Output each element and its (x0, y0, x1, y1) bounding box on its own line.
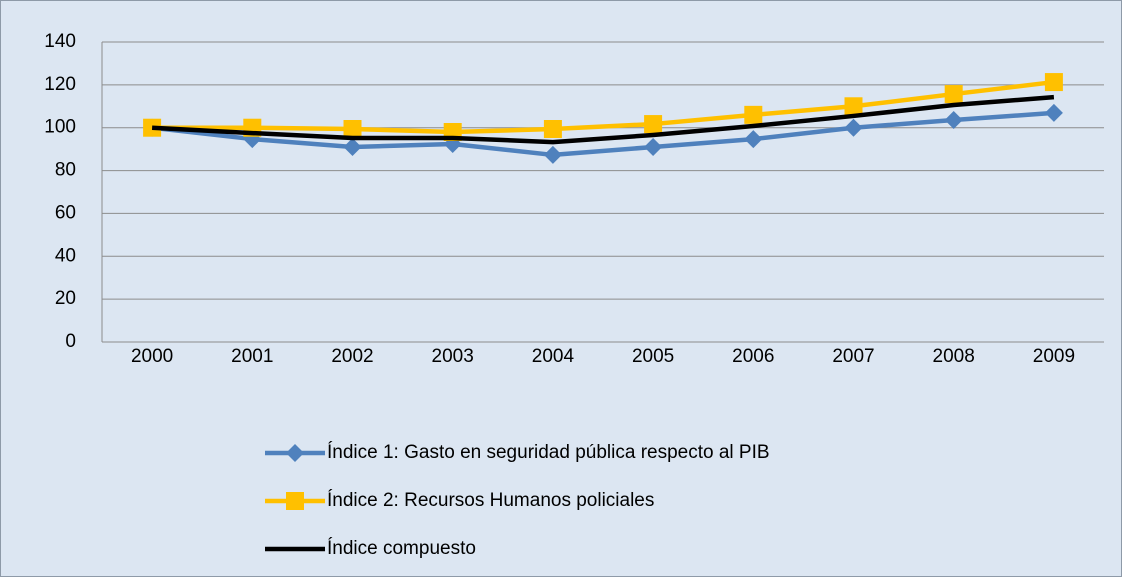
marker (744, 130, 763, 149)
x-tick-label: 2009 (1033, 346, 1075, 367)
y-tick-label: 40 (55, 245, 76, 266)
legend-label: Índice 2: Recursos Humanos policiales (327, 490, 654, 511)
x-tick-label: 2007 (832, 346, 874, 367)
marker (944, 111, 963, 129)
x-tick-label: 2004 (532, 346, 575, 367)
marker (944, 85, 963, 104)
x-tick-label: 2001 (231, 346, 273, 367)
marker (286, 492, 304, 510)
marker (844, 118, 863, 137)
x-tick-label: 2000 (131, 346, 173, 367)
marker (543, 120, 562, 138)
marker (286, 444, 304, 462)
y-tick-label: 100 (44, 117, 76, 138)
marker (1044, 103, 1063, 122)
marker (644, 115, 663, 134)
series-line (152, 79, 1055, 135)
marker (343, 120, 362, 138)
marker (844, 97, 863, 116)
x-tick-label: 2006 (732, 346, 774, 367)
x-tick-label: 2002 (331, 346, 373, 367)
y-tick-label: 0 (65, 331, 76, 352)
marker (644, 138, 663, 156)
x-tick-label: 2008 (933, 346, 975, 367)
marker (1044, 73, 1063, 92)
legend-label: Índice compuesto (327, 538, 476, 559)
series-line (151, 94, 1055, 145)
x-tick-label: 2003 (432, 346, 474, 367)
x-tick-label: 2005 (632, 346, 674, 367)
marker (343, 138, 362, 156)
legend-label: Índice 1: Gasto en seguridad pública res… (327, 442, 770, 463)
y-tick-label: 60 (55, 202, 76, 223)
series-line (151, 110, 1055, 158)
y-tick-label: 80 (55, 160, 76, 181)
marker (543, 145, 562, 164)
y-tick-label: 140 (44, 31, 76, 52)
y-tick-label: 20 (55, 288, 76, 309)
marker (744, 105, 763, 124)
y-tick-label: 120 (44, 74, 76, 95)
